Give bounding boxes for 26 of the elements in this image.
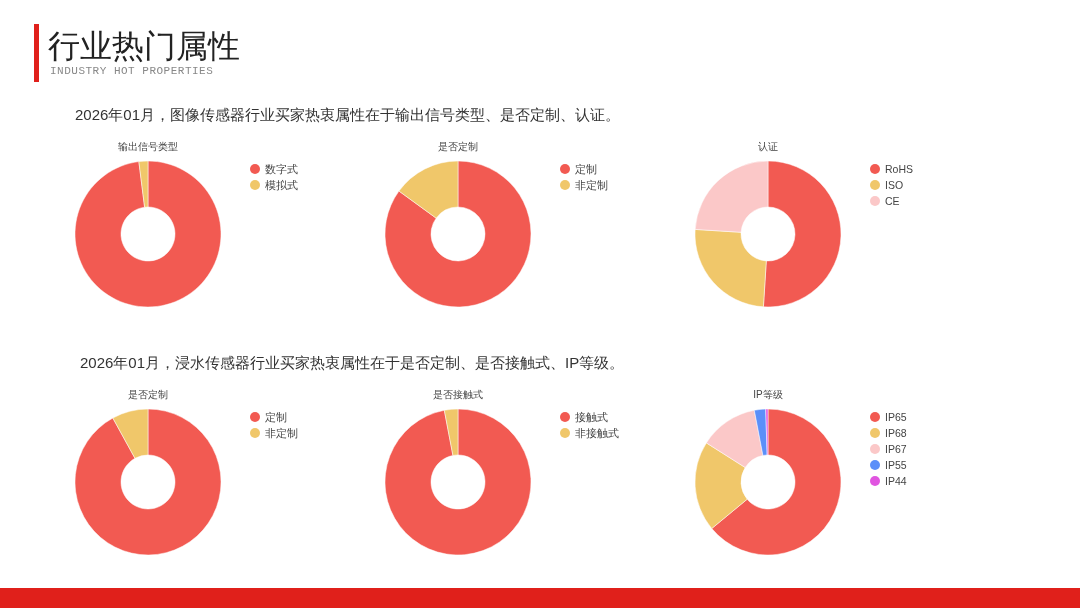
chart-title: 是否定制 — [128, 389, 168, 400]
text: INDUSTRY HOT PROPERTIES — [50, 65, 214, 77]
chart-title: 输出信号类型 — [118, 141, 178, 152]
legend-label: IP68 — [885, 427, 907, 439]
legend-label: 非定制 — [575, 179, 608, 191]
legend-label: 非定制 — [265, 427, 298, 439]
text: 行业热门属性 — [48, 28, 240, 64]
legend-label: RoHS — [885, 163, 914, 175]
legend-label: 定制 — [575, 163, 597, 175]
chart-title: 是否定制 — [438, 141, 478, 152]
legend-label: IP67 — [885, 443, 907, 455]
chart-title: IP等级 — [753, 389, 783, 400]
legend-label: CE — [885, 195, 900, 207]
legend-label: 定制 — [265, 411, 287, 423]
legend-label: 数字式 — [265, 163, 298, 175]
chart-title: 是否接触式 — [433, 389, 483, 400]
legend-label: IP65 — [885, 411, 907, 423]
legend-label: 模拟式 — [265, 179, 298, 191]
legend-label: ISO — [885, 179, 904, 191]
legend-label: 接触式 — [575, 411, 608, 423]
text: 2026年01月，图像传感器行业买家热衷属性在于输出信号类型、是否定制、认证。 — [75, 106, 621, 123]
legend-label: 非接触式 — [575, 427, 619, 439]
legend-label: IP44 — [885, 475, 907, 487]
legend-label: IP55 — [885, 459, 907, 471]
chart-title: 认证 — [758, 141, 778, 152]
text: 2026年01月，浸水传感器行业买家热衷属性在于是否定制、是否接触式、IP等级。 — [80, 354, 625, 371]
